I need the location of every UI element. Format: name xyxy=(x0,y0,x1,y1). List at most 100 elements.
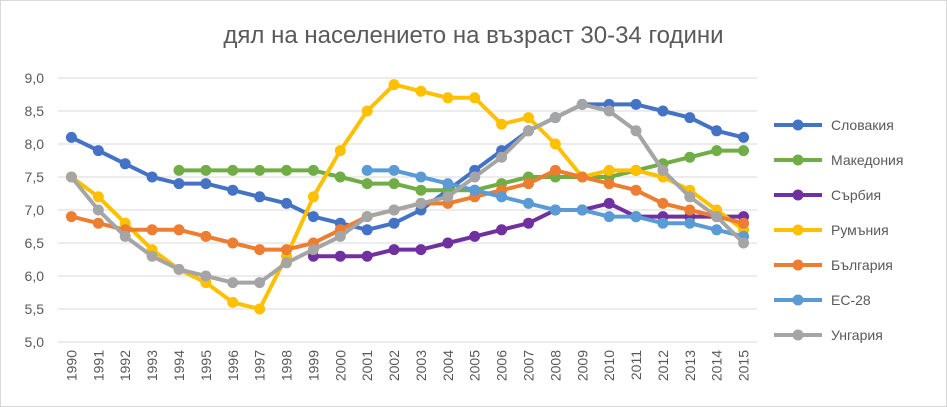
data-point xyxy=(522,112,534,124)
data-point xyxy=(657,197,669,209)
x-tick-label: 1993 xyxy=(144,350,160,381)
data-point xyxy=(415,197,427,209)
data-point xyxy=(334,171,346,183)
x-tick-label: 1997 xyxy=(252,350,268,381)
data-point xyxy=(711,211,723,223)
series-line xyxy=(69,82,746,311)
data-point xyxy=(65,171,77,183)
x-tick-label: 2004 xyxy=(440,350,456,381)
data-point xyxy=(361,178,373,190)
chart-title-text: дял на населението на възраст 30-34 годи… xyxy=(223,22,724,49)
data-point xyxy=(415,184,427,196)
data-point xyxy=(227,237,239,249)
x-tick-label: 2009 xyxy=(574,350,590,381)
data-point xyxy=(200,164,212,176)
y-tick-label: 8,5 xyxy=(25,103,45,119)
data-point xyxy=(496,118,508,130)
data-point xyxy=(522,197,534,209)
data-point xyxy=(173,178,185,190)
data-point xyxy=(603,105,615,117)
series-line xyxy=(176,148,746,193)
data-point xyxy=(281,164,293,176)
legend-label: Сърбия xyxy=(831,187,881,203)
legend-label: ЕС-28 xyxy=(831,292,871,308)
x-tick-label: 1992 xyxy=(117,350,133,381)
data-point xyxy=(119,230,131,242)
data-point xyxy=(630,211,642,223)
data-point xyxy=(549,138,561,150)
data-point xyxy=(657,105,669,117)
data-point xyxy=(738,237,750,249)
x-tick-label: 2003 xyxy=(413,350,429,381)
series-line xyxy=(311,201,746,259)
x-tick-label: 2008 xyxy=(547,350,563,381)
x-tick-label: 2005 xyxy=(467,350,483,381)
legend-item: България xyxy=(774,257,893,273)
data-point xyxy=(576,204,588,216)
data-point xyxy=(92,217,104,229)
data-point xyxy=(307,164,319,176)
x-tick-label: 2000 xyxy=(332,350,348,381)
data-point xyxy=(603,197,615,209)
data-point xyxy=(684,151,696,163)
x-tick-label: 2015 xyxy=(736,350,752,381)
x-tick-label: 1996 xyxy=(225,350,241,381)
data-point xyxy=(684,112,696,124)
y-tick-label: 7,0 xyxy=(25,202,45,218)
data-point xyxy=(361,250,373,262)
y-tick-label: 6,0 xyxy=(25,268,45,284)
x-tick-label: 1998 xyxy=(279,350,295,381)
series-Унгария xyxy=(65,98,750,289)
legend-swatch-marker xyxy=(792,294,804,306)
x-tick-label: 2013 xyxy=(682,350,698,381)
legend-item: Сърбия xyxy=(774,187,881,203)
data-point xyxy=(630,98,642,110)
data-point xyxy=(388,178,400,190)
data-point xyxy=(254,191,266,203)
x-tick-label: 2006 xyxy=(494,350,510,381)
data-point xyxy=(388,164,400,176)
y-axis-ticks: 5,0 5,5 6,0 6,5 7,0 7,5 8,0 8,5 9,0 xyxy=(25,70,45,350)
legend-item: Словакия xyxy=(774,117,894,133)
data-point xyxy=(227,184,239,196)
data-point xyxy=(146,171,158,183)
chart-title: дял на населението на възраст 30-34 годи… xyxy=(0,22,947,50)
data-point xyxy=(549,164,561,176)
y-tick-label: 6,5 xyxy=(25,235,45,251)
data-point xyxy=(738,145,750,157)
gridlines xyxy=(58,77,757,343)
data-point xyxy=(630,125,642,137)
data-point xyxy=(415,244,427,256)
data-point xyxy=(522,217,534,229)
data-point xyxy=(92,145,104,157)
data-point xyxy=(200,230,212,242)
data-point xyxy=(549,112,561,124)
data-point xyxy=(200,270,212,282)
x-tick-label: 1991 xyxy=(90,350,106,381)
legend-swatch-marker xyxy=(792,329,804,341)
data-point xyxy=(361,164,373,176)
legend-swatch-marker xyxy=(792,189,804,201)
x-tick-label: 2007 xyxy=(520,350,536,381)
data-point xyxy=(334,250,346,262)
data-point xyxy=(65,211,77,223)
data-point xyxy=(146,224,158,236)
x-tick-label: 1995 xyxy=(198,350,214,381)
data-point xyxy=(496,224,508,236)
data-point xyxy=(442,237,454,249)
data-point xyxy=(146,250,158,262)
x-tick-label: 2001 xyxy=(359,350,375,381)
data-point xyxy=(307,191,319,203)
y-tick-label: 5,5 xyxy=(25,301,45,317)
legend-label: Македония xyxy=(831,152,903,168)
x-tick-label: 2002 xyxy=(386,350,402,381)
y-tick-label: 7,5 xyxy=(25,169,45,185)
data-point xyxy=(227,164,239,176)
legend-item: Македония xyxy=(774,152,903,168)
x-tick-label: 2012 xyxy=(655,350,671,381)
data-point xyxy=(711,125,723,137)
data-point xyxy=(630,164,642,176)
legend-label: Румъния xyxy=(831,222,889,238)
data-point xyxy=(388,217,400,229)
